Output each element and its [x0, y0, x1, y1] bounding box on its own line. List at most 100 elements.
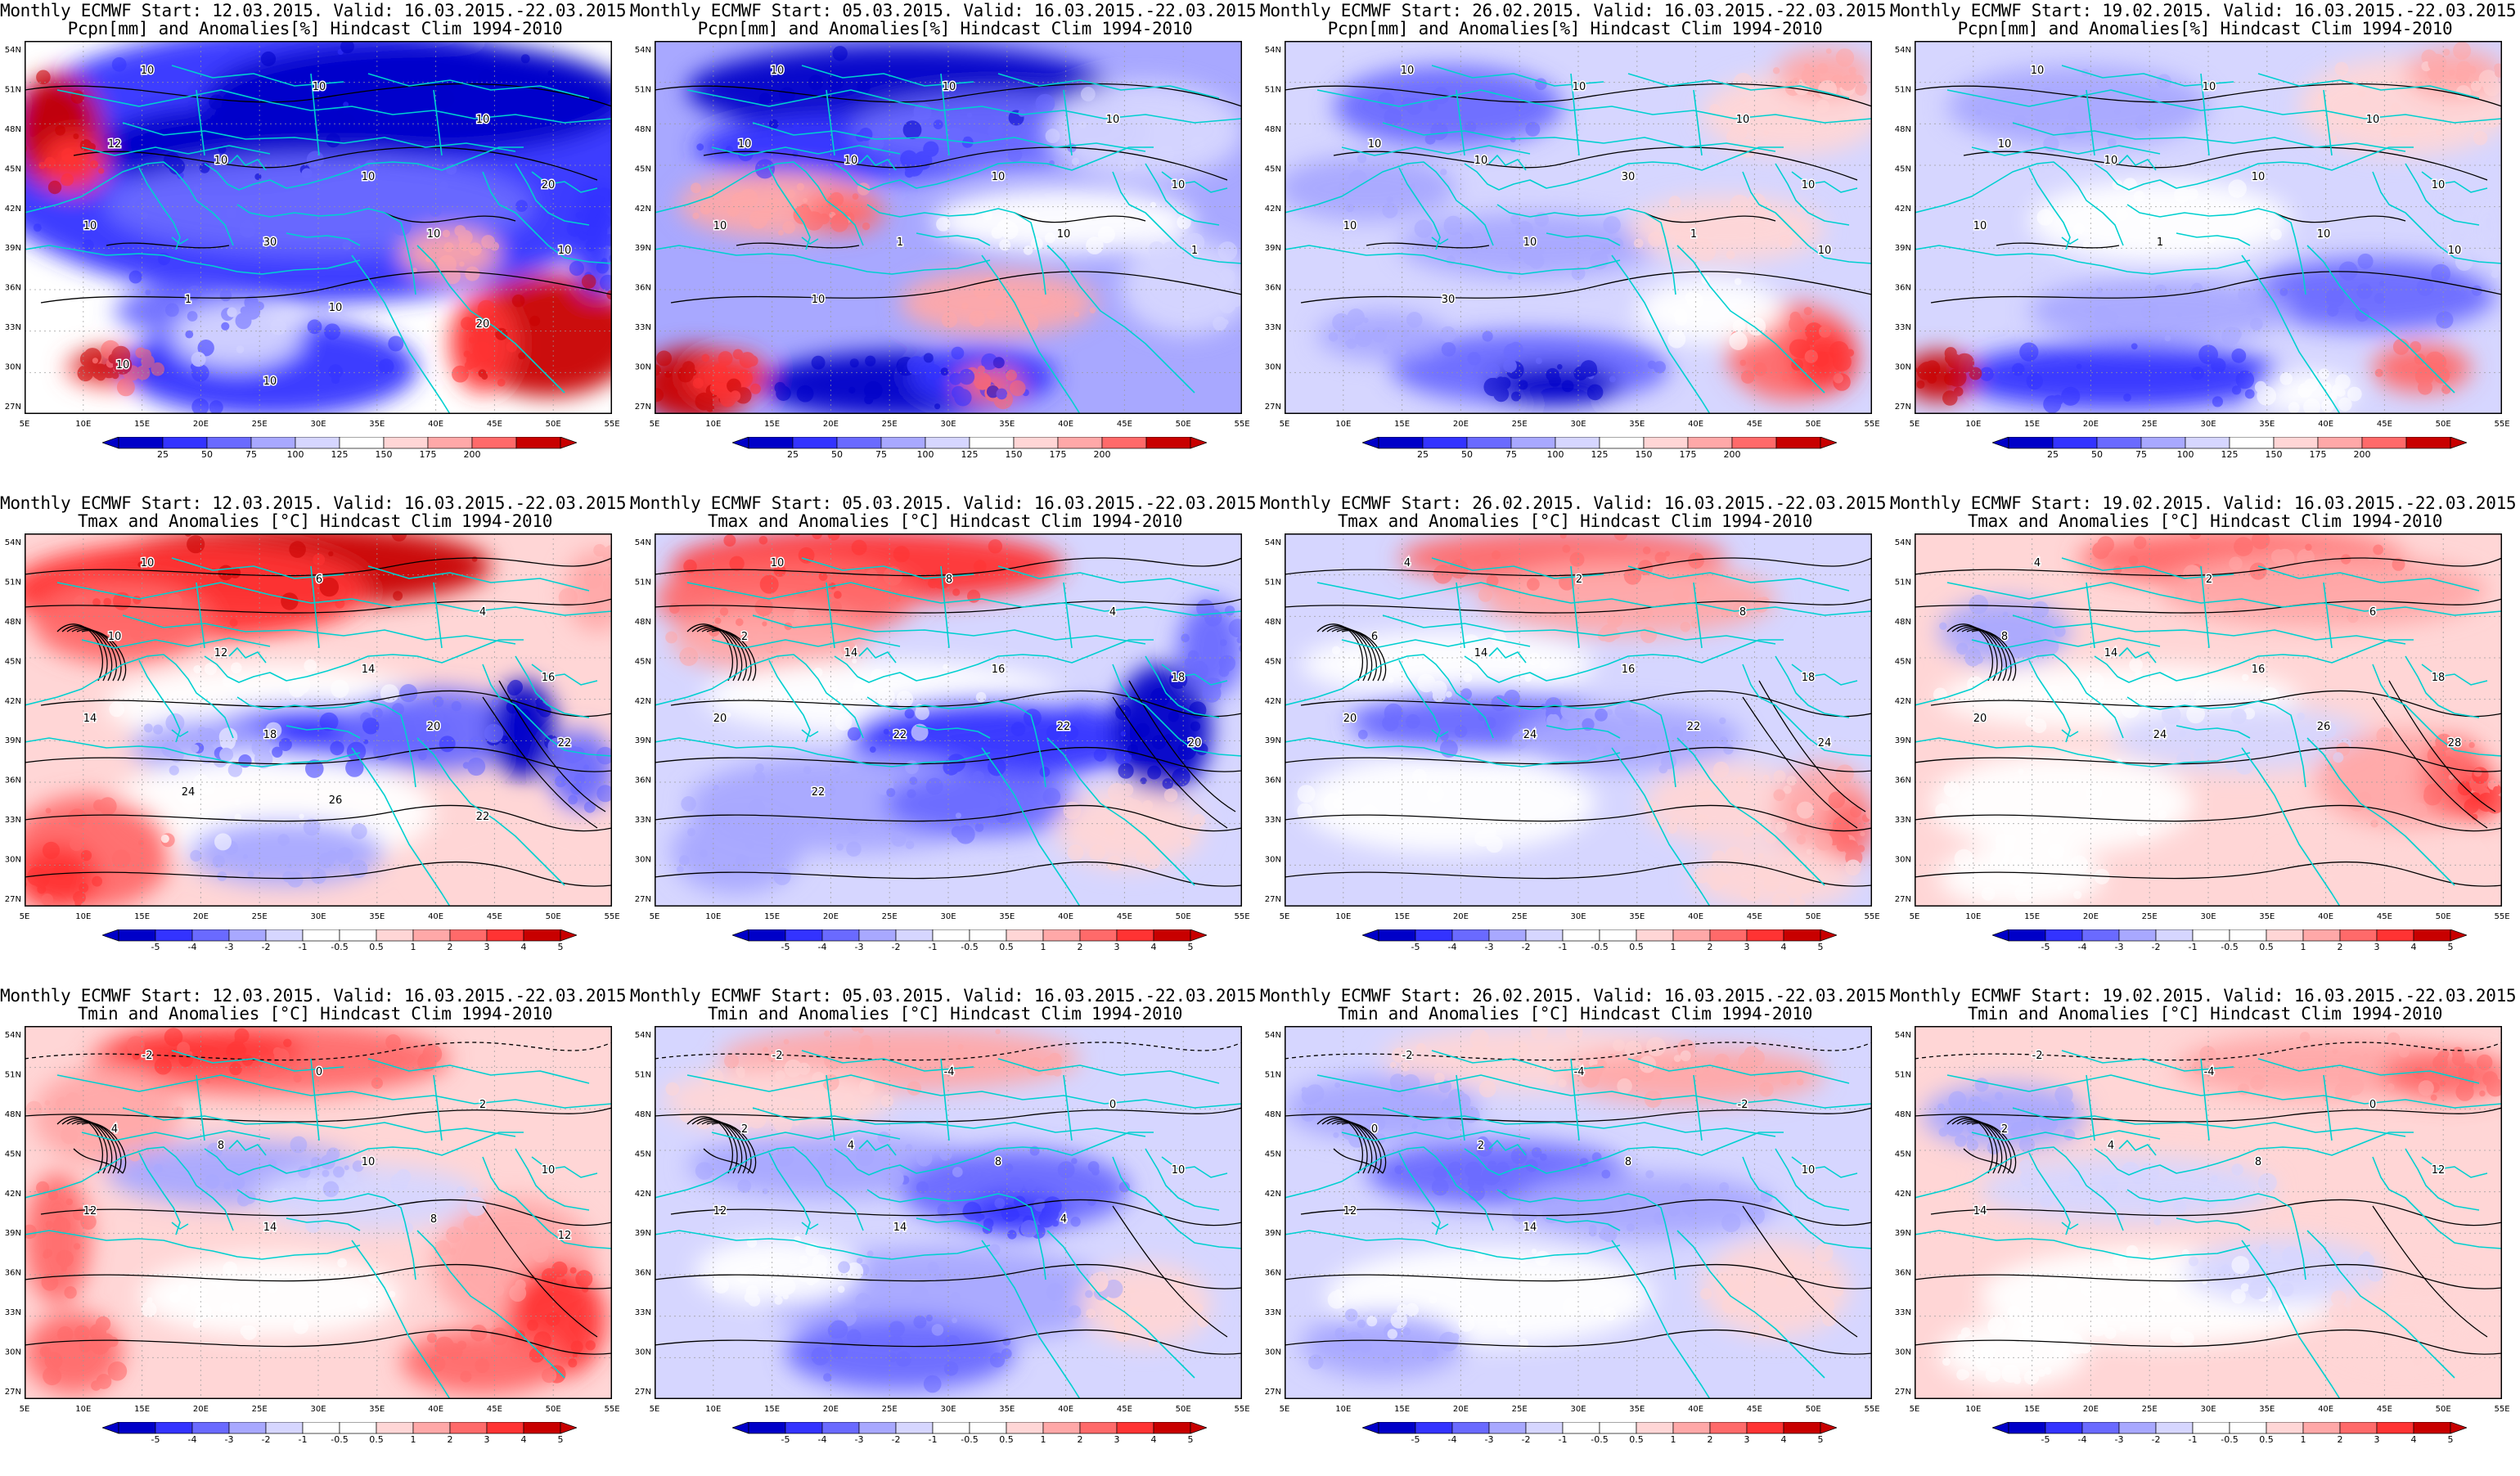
- lat-tick-label: 39N: [1265, 736, 1281, 745]
- lon-tick-label: 40E: [1688, 1405, 1703, 1414]
- lat-tick-label: 39N: [1265, 244, 1281, 253]
- contour-label: 22: [558, 737, 572, 749]
- map-panel: Monthly ECMWF Start: 05.03.2015. Valid: …: [630, 0, 1260, 491]
- colorbar-label: 100: [1547, 449, 1564, 458]
- colorbar-swatch: [1379, 437, 1423, 448]
- lat-tick-label: 30N: [1265, 1348, 1281, 1357]
- lon-tick-label: 25E: [1512, 912, 1528, 921]
- lon-tick-label: 25E: [882, 1405, 898, 1414]
- colorbar-swatch: [2045, 1422, 2082, 1433]
- colorbar-label: 4: [1781, 942, 1787, 951]
- lon-tick-label: 5E: [1910, 1405, 1920, 1414]
- lon-tick-label: 50E: [1806, 912, 1821, 921]
- colorbar-swatch: [1526, 929, 1563, 941]
- colorbar-label: -5: [2041, 942, 2050, 951]
- lat-tick-label: 45N: [635, 1150, 651, 1159]
- colorbar-label: 5: [1818, 1434, 1824, 1443]
- colorbar-label: 0.5: [999, 1434, 1014, 1443]
- colorbar-swatch: [881, 437, 925, 448]
- colorbar-swatch: [970, 437, 1014, 448]
- lat-tick-label: 45N: [1265, 657, 1281, 666]
- lat-tick-label: 27N: [1265, 403, 1281, 412]
- colorbar-label: -0.5: [331, 942, 348, 951]
- contour-label: 6: [1371, 631, 1378, 643]
- lat-tick-label: 39N: [5, 1229, 21, 1238]
- colorbar-label: -3: [855, 1434, 864, 1443]
- lat-tick-label: 54N: [1895, 538, 1911, 547]
- map-panel: Monthly ECMWF Start: 19.02.2015. Valid: …: [1890, 985, 2520, 1476]
- lat-tick-label: 30N: [635, 363, 651, 372]
- colorbar-swatch: [2185, 437, 2230, 448]
- colorbar-label: 3: [484, 942, 490, 951]
- colorbar-label: -4: [818, 1434, 827, 1443]
- contour-label: 0: [1109, 1099, 1116, 1111]
- lat-tick-label: 36N: [635, 284, 651, 293]
- lon-tick-label: 5E: [1910, 912, 1920, 921]
- colorbar-swatch: [1452, 929, 1489, 941]
- colorbar-swatch: [896, 929, 933, 941]
- colorbar-swatch: [1563, 929, 1600, 941]
- colorbar-swatch: [2156, 929, 2193, 941]
- contour-label: 16: [992, 664, 1006, 676]
- contour-label: 10: [476, 114, 490, 126]
- colorbar-label: 75: [875, 449, 887, 458]
- contour-label: 10: [1802, 179, 1816, 191]
- lon-tick-label: 25E: [882, 420, 898, 429]
- colorbar-label: 125: [331, 449, 349, 458]
- colorbar-swatch: [2119, 1422, 2156, 1433]
- contour-label: 30: [263, 236, 277, 249]
- colorbar-label: 0.5: [2259, 1434, 2274, 1443]
- lon-tick-label: 25E: [252, 420, 268, 429]
- colorbar-label: 25: [157, 449, 169, 458]
- contour-label: 8: [995, 1156, 1001, 1168]
- contour-label: 22: [1057, 721, 1071, 733]
- colorbar-swatch: [2193, 929, 2230, 941]
- lon-tick-label: 35E: [999, 420, 1015, 429]
- contour-label: 10: [2317, 228, 2331, 241]
- lat-tick-label: 42N: [635, 205, 651, 214]
- colorbar-swatch: [119, 1422, 155, 1433]
- lat-tick-label: 45N: [1895, 1150, 1911, 1159]
- lon-tick-label: 5E: [1280, 912, 1290, 921]
- contour-label: 10: [844, 155, 858, 167]
- colorbar-swatch: [1452, 1422, 1489, 1433]
- contour-label: 10: [263, 376, 277, 388]
- colorbar-swatch: [2414, 1422, 2450, 1433]
- colorbar-swatch: [1784, 929, 1820, 941]
- lon-tick-label: 15E: [1394, 1405, 1410, 1414]
- colorbar-swatch: [251, 437, 295, 448]
- lon-tick-label: 40E: [1058, 912, 1073, 921]
- colorbar-label: -3: [1485, 1434, 1494, 1443]
- lon-tick-label: 25E: [252, 912, 268, 921]
- lon-tick-label: 25E: [2142, 912, 2158, 921]
- lon-tick-label: 50E: [546, 420, 561, 429]
- colorbar-label: 1: [411, 942, 416, 951]
- contour-label: 2: [741, 1123, 748, 1136]
- contour-label: 4: [479, 606, 486, 619]
- lat-tick-label: 33N: [635, 816, 651, 825]
- lat-tick-label: 51N: [1265, 1070, 1281, 1079]
- colorbar-swatch: [2274, 437, 2318, 448]
- colorbar-swatch: [487, 1422, 524, 1433]
- colorbar-swatch: [413, 929, 450, 941]
- colorbar-swatch: [1747, 1422, 1784, 1433]
- colorbar-label: 100: [2177, 449, 2194, 458]
- lon-tick-label: 35E: [2259, 912, 2275, 921]
- lat-tick-label: 45N: [1265, 1150, 1281, 1159]
- colorbar-label: 1: [1041, 1434, 1046, 1443]
- lon-tick-label: 5E: [20, 420, 30, 429]
- colorbar-swatch: [1636, 929, 1673, 941]
- lat-tick-label: 36N: [1895, 1269, 1911, 1278]
- colorbar-swatch: [1006, 1422, 1043, 1433]
- contour-label: 8: [2255, 1156, 2261, 1168]
- lon-tick-label: 40E: [2318, 420, 2333, 429]
- contour-label: 20: [1343, 713, 1357, 725]
- lat-tick-label: 33N: [1895, 323, 1911, 332]
- map-panel: Monthly ECMWF Start: 19.02.2015. Valid: …: [1890, 0, 2520, 491]
- lat-tick-label: 39N: [5, 244, 21, 253]
- lat-tick-label: 42N: [1895, 1190, 1911, 1199]
- contour-label: 2: [1478, 1140, 1484, 1152]
- lon-tick-label: 15E: [2024, 912, 2040, 921]
- lon-tick-label: 40E: [428, 912, 443, 921]
